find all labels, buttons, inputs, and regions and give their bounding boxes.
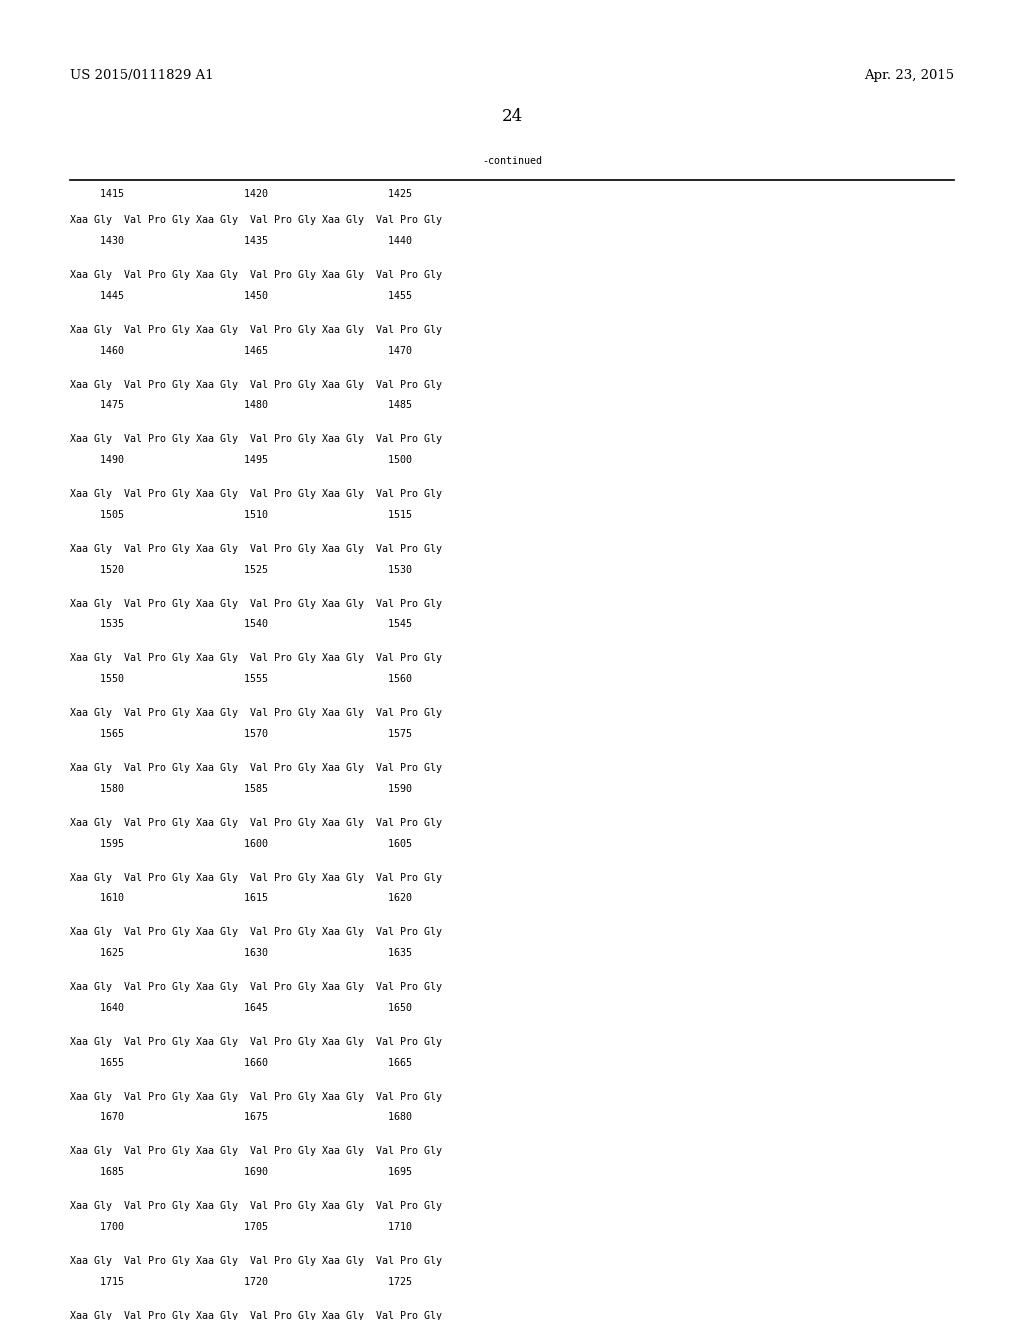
Text: Xaa Gly  Val Pro Gly Xaa Gly  Val Pro Gly Xaa Gly  Val Pro Gly: Xaa Gly Val Pro Gly Xaa Gly Val Pro Gly … — [70, 1257, 441, 1266]
Text: Xaa Gly  Val Pro Gly Xaa Gly  Val Pro Gly Xaa Gly  Val Pro Gly: Xaa Gly Val Pro Gly Xaa Gly Val Pro Gly … — [70, 325, 441, 335]
Text: Xaa Gly  Val Pro Gly Xaa Gly  Val Pro Gly Xaa Gly  Val Pro Gly: Xaa Gly Val Pro Gly Xaa Gly Val Pro Gly … — [70, 653, 441, 664]
Text: US 2015/0111829 A1: US 2015/0111829 A1 — [70, 69, 213, 82]
Text: 1430                    1435                    1440: 1430 1435 1440 — [70, 236, 412, 246]
Text: 1685                    1690                    1695: 1685 1690 1695 — [70, 1167, 412, 1177]
Text: Apr. 23, 2015: Apr. 23, 2015 — [864, 69, 954, 82]
Text: 1640                    1645                    1650: 1640 1645 1650 — [70, 1003, 412, 1012]
Text: 1715                    1720                    1725: 1715 1720 1725 — [70, 1276, 412, 1287]
Text: 1415                    1420                    1425: 1415 1420 1425 — [70, 189, 412, 199]
Text: Xaa Gly  Val Pro Gly Xaa Gly  Val Pro Gly Xaa Gly  Val Pro Gly: Xaa Gly Val Pro Gly Xaa Gly Val Pro Gly … — [70, 1092, 441, 1102]
Text: Xaa Gly  Val Pro Gly Xaa Gly  Val Pro Gly Xaa Gly  Val Pro Gly: Xaa Gly Val Pro Gly Xaa Gly Val Pro Gly … — [70, 599, 441, 609]
Text: 1700                    1705                    1710: 1700 1705 1710 — [70, 1222, 412, 1232]
Text: Xaa Gly  Val Pro Gly Xaa Gly  Val Pro Gly Xaa Gly  Val Pro Gly: Xaa Gly Val Pro Gly Xaa Gly Val Pro Gly … — [70, 544, 441, 554]
Text: Xaa Gly  Val Pro Gly Xaa Gly  Val Pro Gly Xaa Gly  Val Pro Gly: Xaa Gly Val Pro Gly Xaa Gly Val Pro Gly … — [70, 927, 441, 937]
Text: 1580                    1585                    1590: 1580 1585 1590 — [70, 784, 412, 793]
Text: Xaa Gly  Val Pro Gly Xaa Gly  Val Pro Gly Xaa Gly  Val Pro Gly: Xaa Gly Val Pro Gly Xaa Gly Val Pro Gly … — [70, 1201, 441, 1212]
Text: Xaa Gly  Val Pro Gly Xaa Gly  Val Pro Gly Xaa Gly  Val Pro Gly: Xaa Gly Val Pro Gly Xaa Gly Val Pro Gly … — [70, 818, 441, 828]
Text: 1505                    1510                    1515: 1505 1510 1515 — [70, 510, 412, 520]
Text: Xaa Gly  Val Pro Gly Xaa Gly  Val Pro Gly Xaa Gly  Val Pro Gly: Xaa Gly Val Pro Gly Xaa Gly Val Pro Gly … — [70, 434, 441, 445]
Text: Xaa Gly  Val Pro Gly Xaa Gly  Val Pro Gly Xaa Gly  Val Pro Gly: Xaa Gly Val Pro Gly Xaa Gly Val Pro Gly … — [70, 215, 441, 226]
Text: 1565                    1570                    1575: 1565 1570 1575 — [70, 729, 412, 739]
Text: 1595                    1600                    1605: 1595 1600 1605 — [70, 838, 412, 849]
Text: Xaa Gly  Val Pro Gly Xaa Gly  Val Pro Gly Xaa Gly  Val Pro Gly: Xaa Gly Val Pro Gly Xaa Gly Val Pro Gly … — [70, 490, 441, 499]
Text: 1610                    1615                    1620: 1610 1615 1620 — [70, 894, 412, 903]
Text: Xaa Gly  Val Pro Gly Xaa Gly  Val Pro Gly Xaa Gly  Val Pro Gly: Xaa Gly Val Pro Gly Xaa Gly Val Pro Gly … — [70, 763, 441, 774]
Text: 1550                    1555                    1560: 1550 1555 1560 — [70, 675, 412, 684]
Text: Xaa Gly  Val Pro Gly Xaa Gly  Val Pro Gly Xaa Gly  Val Pro Gly: Xaa Gly Val Pro Gly Xaa Gly Val Pro Gly … — [70, 708, 441, 718]
Text: -continued: -continued — [482, 156, 542, 166]
Text: Xaa Gly  Val Pro Gly Xaa Gly  Val Pro Gly Xaa Gly  Val Pro Gly: Xaa Gly Val Pro Gly Xaa Gly Val Pro Gly … — [70, 1311, 441, 1320]
Text: 24: 24 — [502, 108, 522, 125]
Text: Xaa Gly  Val Pro Gly Xaa Gly  Val Pro Gly Xaa Gly  Val Pro Gly: Xaa Gly Val Pro Gly Xaa Gly Val Pro Gly … — [70, 380, 441, 389]
Text: 1625                    1630                    1635: 1625 1630 1635 — [70, 948, 412, 958]
Text: Xaa Gly  Val Pro Gly Xaa Gly  Val Pro Gly Xaa Gly  Val Pro Gly: Xaa Gly Val Pro Gly Xaa Gly Val Pro Gly … — [70, 271, 441, 280]
Text: Xaa Gly  Val Pro Gly Xaa Gly  Val Pro Gly Xaa Gly  Val Pro Gly: Xaa Gly Val Pro Gly Xaa Gly Val Pro Gly … — [70, 982, 441, 993]
Text: 1670                    1675                    1680: 1670 1675 1680 — [70, 1113, 412, 1122]
Text: Xaa Gly  Val Pro Gly Xaa Gly  Val Pro Gly Xaa Gly  Val Pro Gly: Xaa Gly Val Pro Gly Xaa Gly Val Pro Gly … — [70, 873, 441, 883]
Text: 1520                    1525                    1530: 1520 1525 1530 — [70, 565, 412, 574]
Text: 1445                    1450                    1455: 1445 1450 1455 — [70, 290, 412, 301]
Text: Xaa Gly  Val Pro Gly Xaa Gly  Val Pro Gly Xaa Gly  Val Pro Gly: Xaa Gly Val Pro Gly Xaa Gly Val Pro Gly … — [70, 1146, 441, 1156]
Text: 1535                    1540                    1545: 1535 1540 1545 — [70, 619, 412, 630]
Text: Xaa Gly  Val Pro Gly Xaa Gly  Val Pro Gly Xaa Gly  Val Pro Gly: Xaa Gly Val Pro Gly Xaa Gly Val Pro Gly … — [70, 1038, 441, 1047]
Text: 1490                    1495                    1500: 1490 1495 1500 — [70, 455, 412, 465]
Text: 1460                    1465                    1470: 1460 1465 1470 — [70, 346, 412, 355]
Text: 1475                    1480                    1485: 1475 1480 1485 — [70, 400, 412, 411]
Text: 1655                    1660                    1665: 1655 1660 1665 — [70, 1057, 412, 1068]
